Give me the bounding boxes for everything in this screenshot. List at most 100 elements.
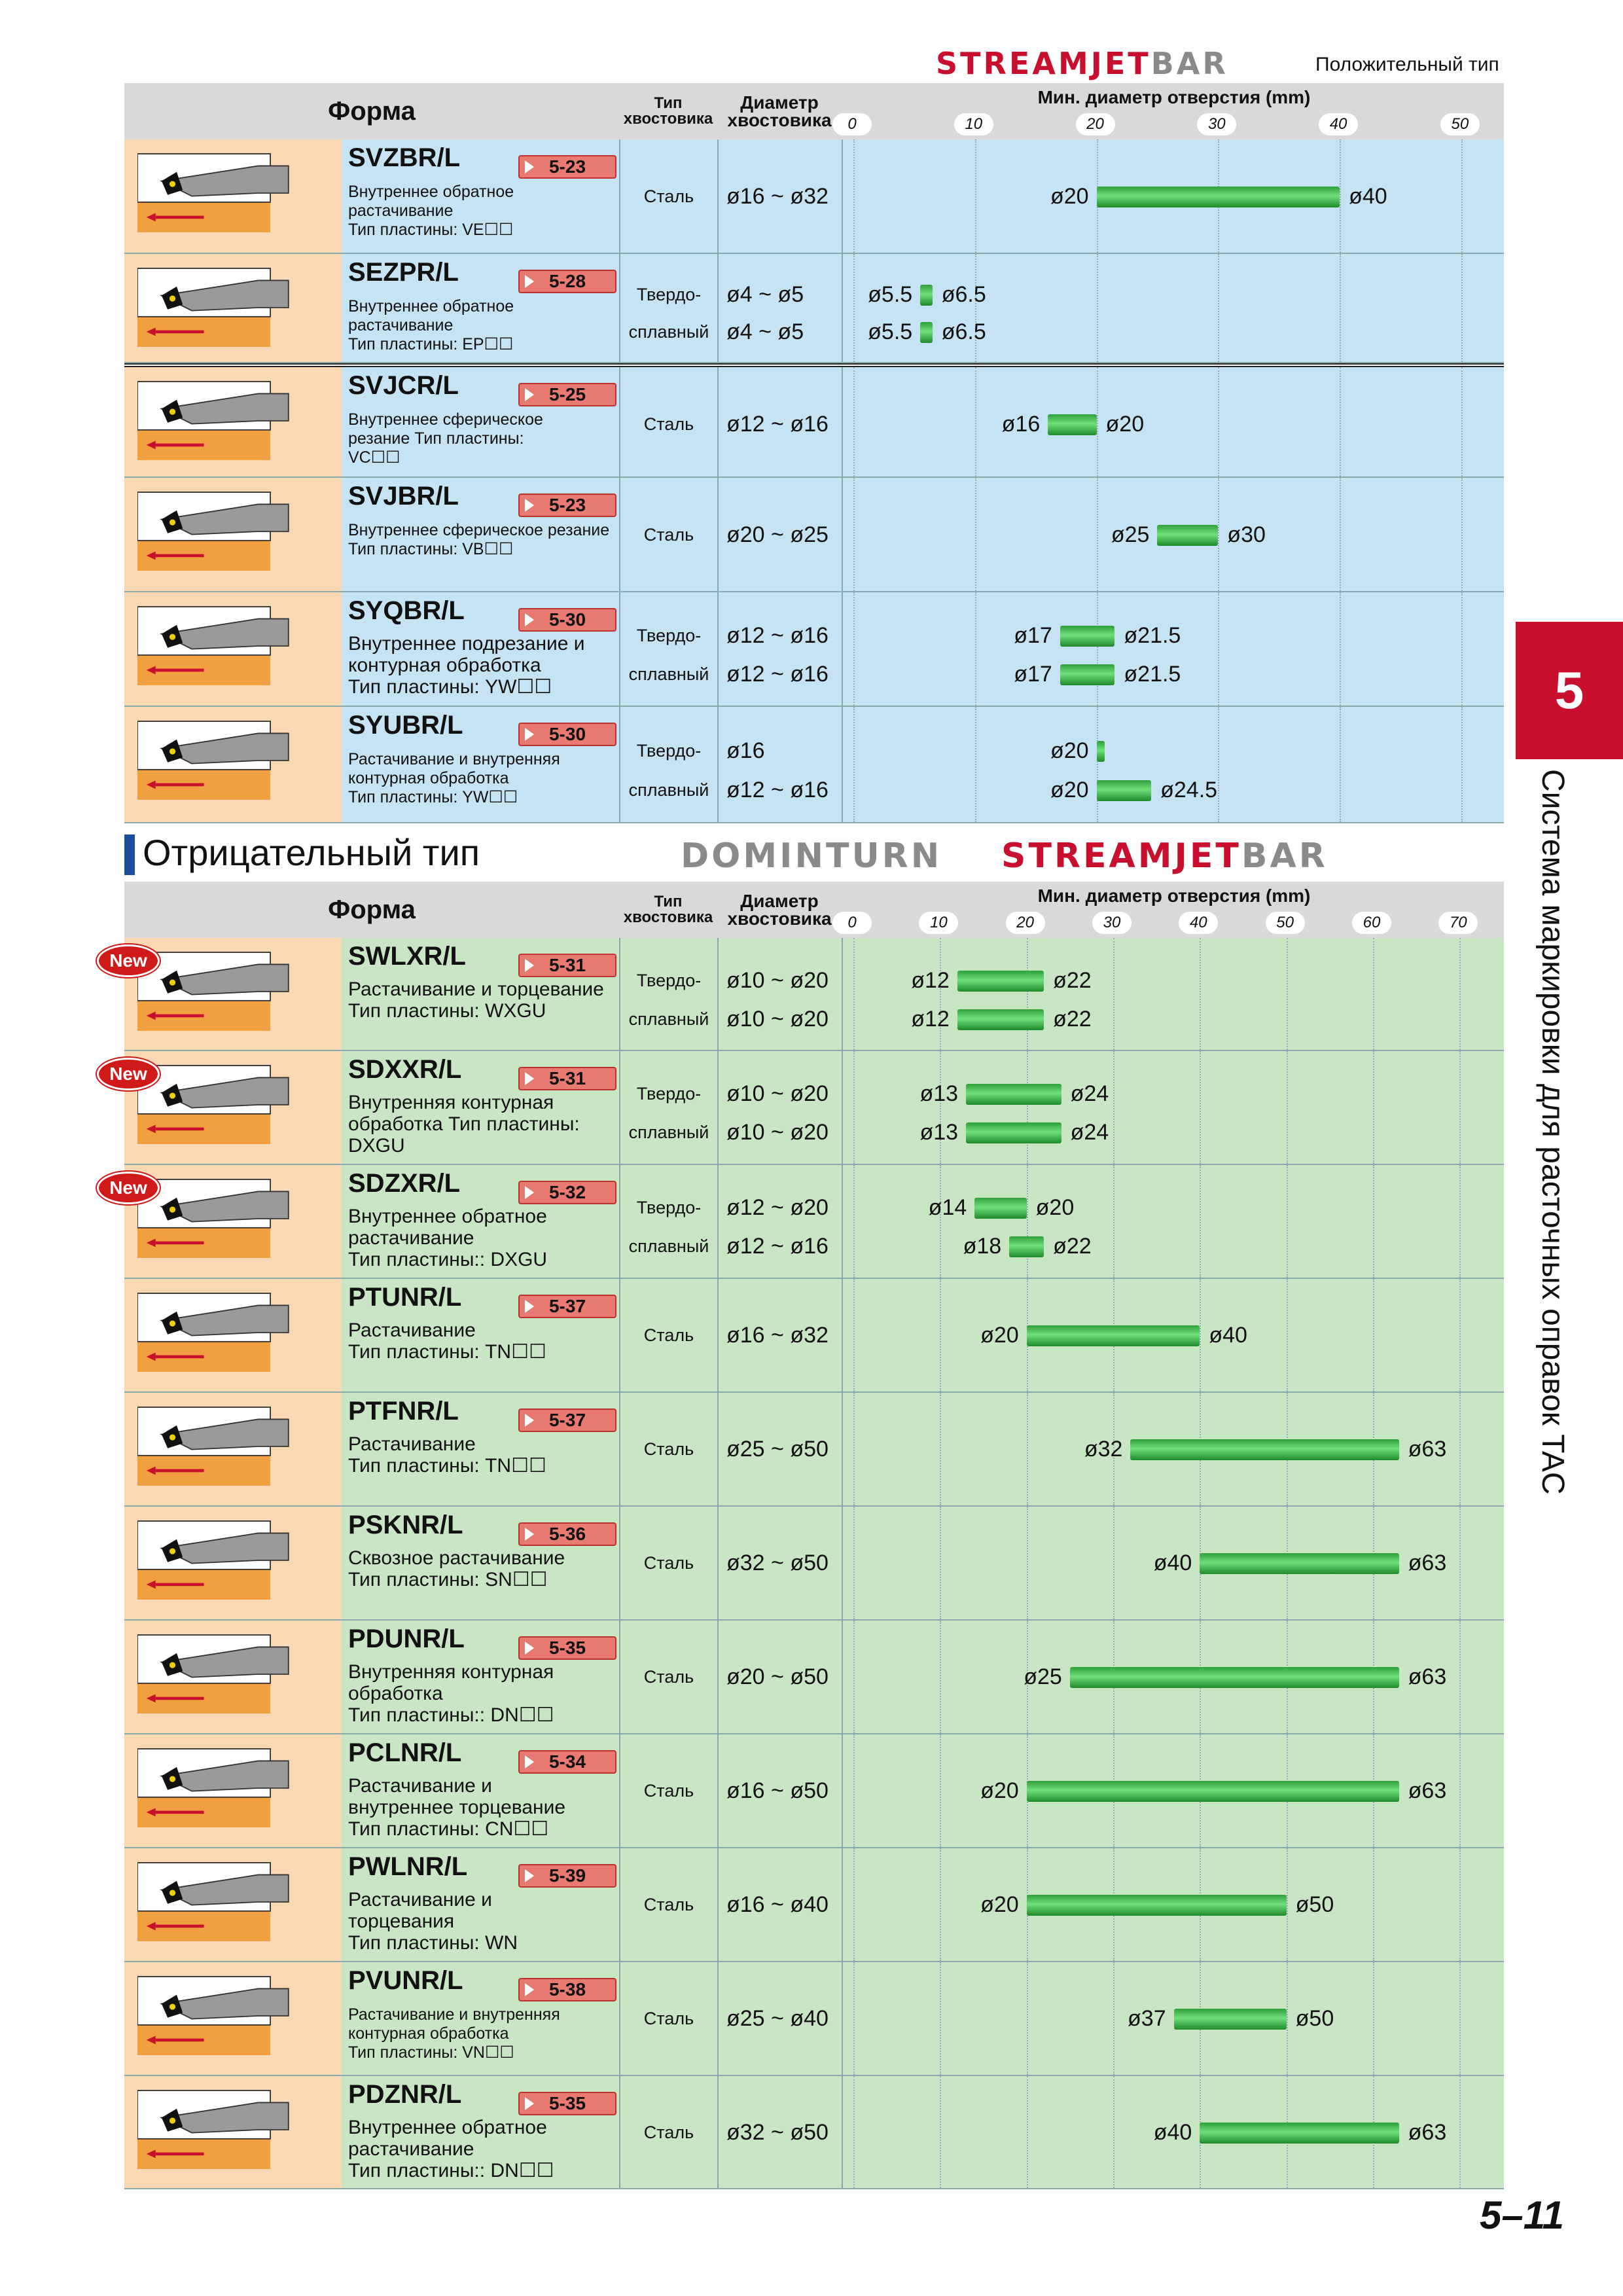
header-shank-dia-l1: Диаметр bbox=[740, 92, 819, 113]
bore-chart-cell: ø25 ø63 bbox=[842, 1621, 1504, 1733]
min-bore-label: ø20 bbox=[1050, 183, 1089, 209]
material-text: сплавный bbox=[628, 1009, 709, 1029]
grid-line bbox=[940, 1051, 942, 1164]
shank-diameter-cell: ø16 ~ ø50 bbox=[717, 1734, 842, 1847]
tool-illustration-icon bbox=[137, 1976, 289, 2055]
grid-line bbox=[1461, 592, 1463, 706]
grid-line bbox=[974, 592, 976, 706]
chapter-tab: 5 bbox=[1516, 622, 1623, 759]
description-line: Тип пластины: TN☐☐ bbox=[348, 1455, 546, 1477]
header-min-bore: Мин. диаметр отверстия (mm) bbox=[1037, 886, 1311, 906]
grid-line bbox=[1286, 1848, 1288, 1961]
axis-tick-10: 10 bbox=[919, 912, 959, 934]
material-text: сплавный bbox=[628, 1122, 709, 1143]
grid-line bbox=[853, 367, 855, 476]
description-line: контурная обработка bbox=[348, 2024, 509, 2043]
tool-illustration-icon bbox=[137, 153, 289, 232]
max-bore-label: ø40 bbox=[1349, 183, 1387, 209]
grid-line bbox=[1459, 1621, 1461, 1733]
material-text: Сталь bbox=[643, 1439, 694, 1459]
grid-line bbox=[1113, 1051, 1115, 1164]
page-reference-link[interactable]: 5-35 bbox=[518, 2092, 616, 2115]
material-cell: Сталь bbox=[619, 367, 717, 476]
table-row: PVUNR/L 5-38 Растачивание и внутренняя конт… bbox=[124, 1962, 1504, 2076]
shank-diameter-cell: ø32 ~ ø50 bbox=[717, 2076, 842, 2188]
description-line: Внутреннее обратное bbox=[348, 2117, 547, 2138]
material-cell: Твердо-сплавный bbox=[619, 1051, 717, 1164]
axis-tick-30: 30 bbox=[1197, 113, 1237, 135]
bore-chart-cell: ø13 ø24 ø13 ø24 bbox=[842, 1051, 1504, 1164]
tool-illustration-icon bbox=[137, 606, 289, 685]
grid-line bbox=[1200, 1051, 1202, 1164]
page-reference-link[interactable]: 5-37 bbox=[518, 1408, 616, 1432]
negative-type-title: Отрицательный тип bbox=[143, 832, 480, 873]
grid-line bbox=[940, 1621, 942, 1733]
page-reference-link[interactable]: 5-31 bbox=[518, 954, 616, 977]
page-reference-link[interactable]: 5-31 bbox=[518, 1067, 616, 1090]
page-reference-link[interactable]: 5-23 bbox=[518, 155, 616, 179]
table-row: New SDXXR/L 5-31 Внутренняя контурная обрабо… bbox=[97, 1051, 1504, 1165]
bore-chart-cell: ø40 ø63 bbox=[842, 2076, 1504, 2188]
page-reference-link[interactable]: 5-30 bbox=[518, 723, 616, 746]
grid-line bbox=[1459, 1165, 1461, 1278]
description-line: Тип пластины:: DXGU bbox=[348, 1249, 548, 1270]
bore-range-bar bbox=[1173, 2009, 1287, 2030]
page-reference-link[interactable]: 5-36 bbox=[518, 1522, 616, 1546]
axis-tick-10: 10 bbox=[954, 113, 993, 135]
new-badge: New bbox=[97, 944, 160, 977]
grid-line bbox=[940, 1962, 942, 2075]
page-reference-link[interactable]: 5-39 bbox=[518, 1864, 616, 1888]
grid-line bbox=[1340, 707, 1342, 822]
grid-line bbox=[1340, 367, 1342, 476]
tool-image-cell bbox=[124, 592, 342, 706]
tool-name: PTFNR/L bbox=[348, 1397, 459, 1426]
bore-range-bar bbox=[957, 970, 1044, 992]
tool-name: SDZXR/L bbox=[348, 1169, 461, 1198]
page-number: 5–11 bbox=[1479, 2193, 1564, 2237]
page-reference-link[interactable]: 5-32 bbox=[518, 1181, 616, 1204]
shank-diameter-value: ø10 ~ ø20 bbox=[726, 1081, 829, 1107]
page-reference-link[interactable]: 5-38 bbox=[518, 1978, 616, 2001]
material-cell: Сталь bbox=[619, 1621, 717, 1733]
tool-illustration-icon bbox=[137, 1179, 289, 1258]
grid-line bbox=[1026, 1051, 1028, 1164]
grid-line bbox=[940, 1734, 942, 1847]
max-bore-label: ø24.5 bbox=[1160, 778, 1218, 803]
table-row: PSKNR/L 5-36 Сквозное растачивание Тип плас… bbox=[124, 1507, 1504, 1621]
tool-illustration-icon bbox=[137, 1293, 289, 1372]
page-reference-link[interactable]: 5-30 bbox=[518, 608, 616, 632]
page-reference-link[interactable]: 5-35 bbox=[518, 1636, 616, 1660]
grid-line bbox=[1026, 1165, 1028, 1278]
grid-line bbox=[940, 2076, 942, 2188]
tool-name: PDZNR/L bbox=[348, 2080, 462, 2109]
shank-diameter-cell: ø4 ~ ø5 ø4 ~ ø5 bbox=[717, 254, 842, 362]
grid-line bbox=[1286, 1962, 1288, 2075]
axis-tick-40: 40 bbox=[1319, 113, 1359, 135]
page-reference-link[interactable]: 5-37 bbox=[518, 1295, 616, 1318]
description-line: Растачивание и торцевание bbox=[348, 978, 604, 1000]
page-reference-link[interactable]: 5-23 bbox=[518, 493, 616, 517]
header-shank-dia: Диаметр хвостовика bbox=[717, 882, 842, 938]
grid-line bbox=[1200, 1279, 1202, 1391]
grid-line bbox=[1096, 478, 1098, 591]
page-reference-link[interactable]: 5-28 bbox=[518, 270, 616, 293]
page-reference-link[interactable]: 5-25 bbox=[518, 383, 616, 406]
grid-line bbox=[974, 367, 976, 476]
grid-line bbox=[1200, 1165, 1202, 1278]
description-line: Сквозное растачивание bbox=[348, 1547, 565, 1569]
bore-range-bar bbox=[1060, 625, 1115, 647]
description-line: VC☐☐ bbox=[348, 448, 401, 467]
min-bore-label: ø32 bbox=[1084, 1437, 1123, 1462]
name-cell: SVJCR/L 5-25 Внутреннее сферическое резание… bbox=[342, 367, 619, 476]
material-cell: Сталь bbox=[619, 139, 717, 253]
shank-diameter-value: ø12 ~ ø16 bbox=[726, 622, 829, 648]
tool-illustration-icon bbox=[137, 1748, 289, 1827]
page-reference-link[interactable]: 5-34 bbox=[518, 1750, 616, 1774]
shank-diameter-value: ø10 ~ ø20 bbox=[726, 967, 829, 993]
shank-diameter-value: ø12 ~ ø16 bbox=[726, 411, 829, 437]
material-cell: Твердо-сплавный bbox=[619, 938, 717, 1050]
tool-illustration-icon bbox=[137, 1065, 289, 1144]
bore-chart-cell: ø20 ø63 bbox=[842, 1734, 1504, 1847]
name-cell: SWLXR/L 5-31 Растачивание и торцевание Тип … bbox=[342, 938, 619, 1050]
description-line: Тип пластины: VE☐☐ bbox=[348, 221, 514, 239]
